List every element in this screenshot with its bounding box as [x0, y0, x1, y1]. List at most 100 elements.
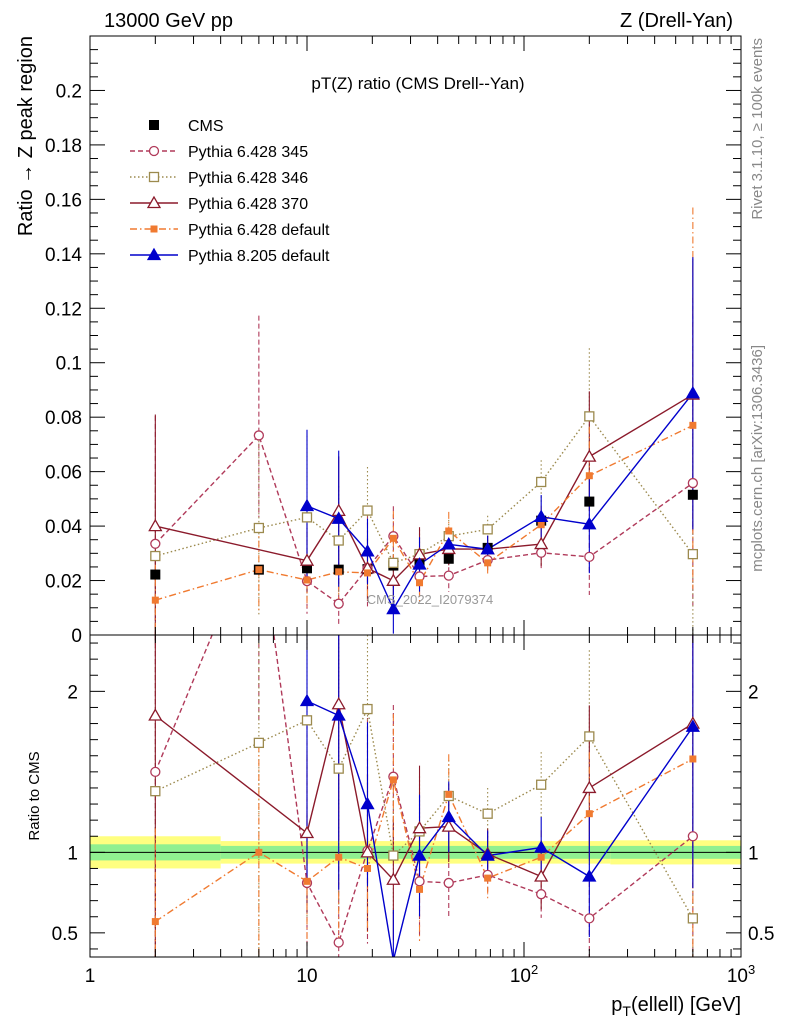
legend-label-4: Pythia 6.428 default	[188, 222, 330, 239]
ratio-marker-s5-p9	[534, 840, 549, 853]
marker-s0-p11	[687, 489, 698, 500]
ratio-marker-s3-p0	[148, 708, 163, 721]
legend-marker-0	[149, 120, 159, 130]
ratio-marker-s1-p10	[584, 913, 595, 924]
marker-s5-p8	[480, 541, 495, 555]
y-tick-label-main: 0.18	[45, 136, 82, 157]
legend-label-1: Pythia 6.428 345	[188, 144, 308, 161]
main-markers	[148, 385, 700, 615]
marker-s4-p8	[484, 559, 492, 567]
marker-s3-p0	[148, 518, 163, 532]
x-tick-label: 102	[510, 962, 538, 987]
y-tick-label-main: 0.12	[45, 299, 82, 320]
x-tick-label-base: 10	[510, 966, 531, 987]
ratio-marker-s4-p0	[151, 918, 159, 926]
y-tick-label-main: 0.14	[45, 245, 82, 266]
ratio-marker-s2-p11	[687, 913, 699, 924]
legend-marker-5	[146, 247, 162, 261]
marker-s4-p6	[416, 579, 424, 587]
ratio-marker-s1-p6	[414, 876, 425, 887]
ratio-y-axis-label: Ratio to CMS	[26, 751, 43, 840]
tick-labels: 1 10 102 10300.020.040.060.080.10.120.140.1…	[45, 81, 774, 987]
marker-s3-p5	[386, 573, 401, 586]
plot-title: pT(Z) ratio (CMS Drell--Yan)	[311, 74, 524, 93]
marker-s4-p0	[151, 596, 159, 604]
marker-s5-p7	[441, 537, 456, 550]
ratio-marker-s1-p7	[443, 877, 454, 889]
marker-s2-p9	[536, 476, 547, 488]
ratio-marker-s4-p11	[689, 755, 697, 763]
main-y-axis-label: Ratio → Z peak region	[15, 36, 37, 236]
marker-s1-p3	[333, 598, 344, 609]
marker-s3-p2	[299, 553, 315, 566]
marker-s4-p11	[689, 421, 697, 429]
marker-s5-p10	[582, 516, 597, 530]
y-tick-label-ratio: 0.5	[52, 924, 78, 945]
ratio-marker-s4-p10	[585, 810, 593, 818]
legend-label-2: Pythia 6.428 346	[188, 170, 308, 187]
x-tick-label: 1	[85, 966, 96, 987]
y-tick-label-ratio: 2	[67, 682, 78, 703]
ratio-marker-s4-p3	[335, 853, 343, 861]
x-axis-label: pT(ellell) [GeV]	[611, 994, 741, 1019]
legend-label-5: Pythia 8.205 default	[188, 248, 330, 265]
ratio-marker-s5-p10	[582, 869, 597, 882]
ratio-marker-s2-p0	[150, 786, 161, 797]
y-tick-label-main: 0.16	[45, 190, 82, 211]
marker-s5-p4	[360, 544, 375, 557]
ratio-marker-s5-p4	[360, 796, 375, 810]
x-label-sub: T	[622, 1003, 631, 1019]
ratio-series-line-1	[154, 635, 694, 945]
legend-marker-4	[150, 225, 158, 233]
x-tick-label-exp: 2	[531, 962, 538, 977]
x-label-rest: (ellell) [GeV]	[631, 994, 741, 1016]
ratio-marker-s2-p1	[253, 737, 265, 749]
y-tick-label-ratio-right: 1	[748, 843, 759, 864]
marker-s3-p10	[582, 449, 597, 462]
ratio-marker-s4-p5	[389, 776, 397, 784]
ratio-series-line-4	[154, 758, 694, 923]
ratio-marker-s2-p9	[536, 779, 547, 790]
ratio-marker-s4-p1	[255, 848, 263, 856]
y-tick-label-ratio-right: 0.5	[748, 924, 774, 945]
ratio-marker-s5-p6	[412, 848, 427, 861]
ratio-marker-s1-p11	[687, 831, 699, 842]
marker-s0-p2	[302, 563, 312, 574]
marker-s0-p0	[150, 569, 161, 580]
series-line-1	[154, 434, 694, 605]
ratio-marker-s1-p9	[536, 889, 547, 900]
legend-label-0: CMS	[188, 118, 224, 135]
ratio-marker-s2-p4	[362, 703, 373, 715]
marker-s4-p1	[255, 566, 263, 574]
ratio-marker-s3-p10	[582, 780, 597, 794]
y-tick-label-ratio-right: 2	[748, 682, 759, 703]
ratio-markers	[148, 693, 700, 948]
marker-s5-p9	[534, 509, 549, 522]
marker-s2-p11	[687, 548, 699, 560]
x-tick-label: 10	[296, 966, 317, 987]
legend-label-3: Pythia 6.428 370	[188, 196, 308, 213]
x-tick-label: 103	[727, 962, 755, 987]
ratio-marker-s4-p8	[484, 874, 492, 882]
ratio-series-line-2	[155, 706, 694, 919]
marker-s5-p2	[299, 498, 315, 512]
mcplots-label: mcplots.cern.ch [arXiv:1306.3436]	[749, 345, 766, 572]
legend-marker-2	[148, 171, 160, 183]
x-label-main: p	[611, 994, 622, 1016]
marker-s1-p10	[584, 551, 595, 563]
marker-s2-p0	[150, 550, 161, 562]
legend-marker-1	[148, 145, 160, 157]
x-tick-label-exp: 3	[748, 962, 755, 977]
marker-s2-p10	[584, 411, 595, 422]
ratio-marker-s2-p3	[333, 763, 344, 774]
y-tick-label-main: 0.04	[45, 517, 82, 538]
marker-s5-p11	[685, 385, 700, 399]
ratio-marker-s5-p2	[299, 693, 315, 707]
ratio-marker-s1-p0	[150, 766, 161, 777]
ratio-marker-s3-p7	[441, 819, 456, 832]
marker-s3-p9	[534, 536, 549, 550]
ratio-marker-s5-p8	[480, 848, 495, 861]
series-line-4	[155, 424, 694, 601]
ratio-marker-s2-p5	[388, 850, 399, 861]
marker-s2-p3	[333, 535, 344, 546]
